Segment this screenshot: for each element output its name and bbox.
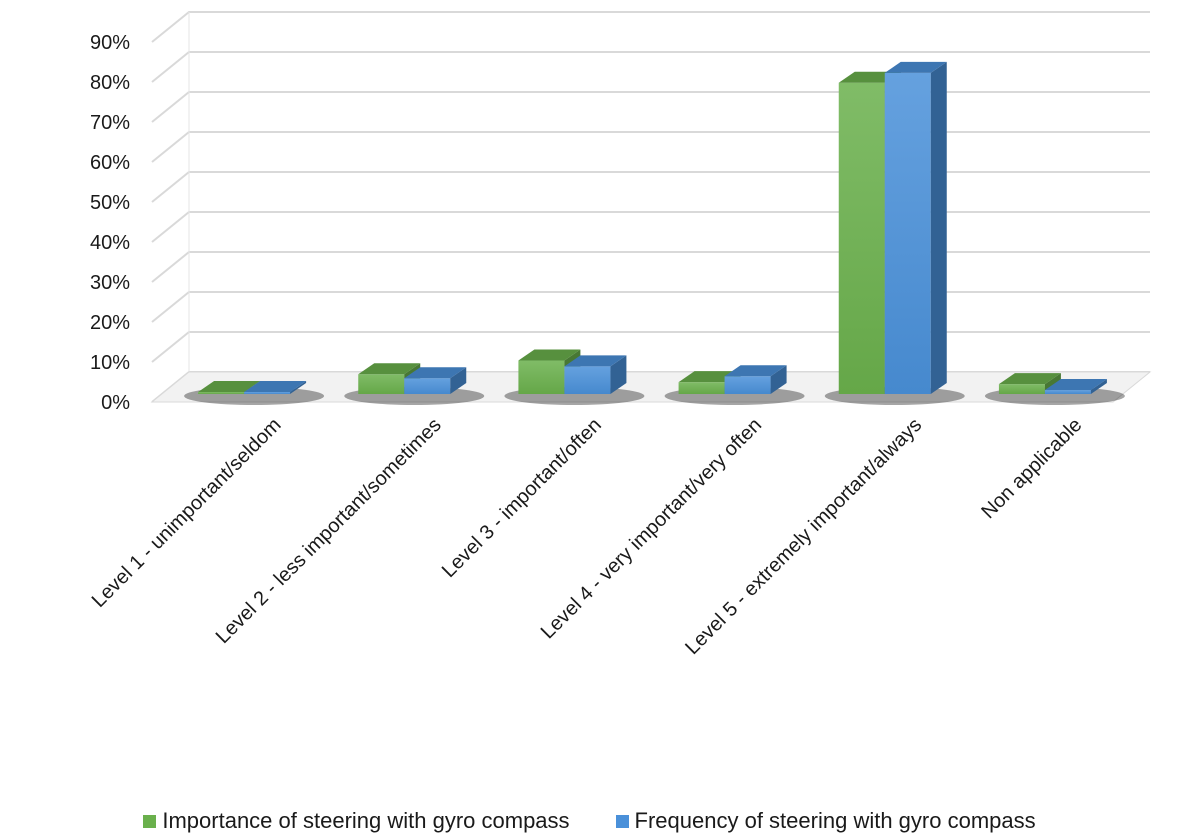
bar-front [838,82,885,395]
bar-frequency-3 [564,355,627,394]
y-tick-label: 20% [90,312,130,334]
bar-top [564,355,627,367]
bar-frequency-5 [884,61,947,394]
bar-frequency-4 [724,365,787,394]
bar-chart: 0% 10% 20% 30% 40% 50% 60% 70% 80% 90% Level 1 - … [88,11,1152,659]
bar-front [518,360,565,394]
bar-top [724,365,787,377]
bar-front [404,378,451,394]
legend: Importance of steering with gyro compass… [0,808,1179,834]
gridline [151,11,1150,43]
y-tick-label: 30% [90,272,130,294]
gridline [151,331,1150,363]
bar-side [770,365,787,394]
bar-front [358,374,405,394]
legend-item-importance: Importance of steering with gyro compass [143,808,570,834]
y-axis-ticks: 0% 10% 20% 30% 40% 50% 60% 70% 80% 90% [90,32,130,414]
y-tick-label: 50% [90,192,130,214]
x-tick-label: Level 3 - important/often [438,414,606,582]
bar-top [998,373,1061,385]
gridline [151,171,1150,203]
bar-side [290,381,307,394]
gridline [151,131,1150,163]
y-tick-label: 70% [90,112,130,134]
y-tick-label: 60% [90,152,130,174]
bar-front [678,382,725,394]
bar-front [1044,390,1091,394]
y-tick-label: 90% [90,32,130,54]
gridline [151,291,1150,323]
legend-item-frequency: Frequency of steering with gyro compass [615,808,1036,834]
bar-top [198,381,261,392]
y-tick-label: 40% [90,232,130,254]
bar-top [884,61,947,73]
bar-side [1090,379,1107,394]
legend-label-frequency: Frequency of steering with gyro compass [634,808,1036,833]
bar-side [930,61,947,394]
x-tick-label: Non applicable [977,414,1086,523]
y-tick-label: 0% [101,392,130,414]
gridline [151,91,1150,123]
bar-top [518,349,581,361]
bar-front [564,366,611,394]
bar-front [884,72,931,394]
bar-frequency-1 [244,381,307,394]
bar-frequency-6 [1044,379,1107,394]
bar-side [450,367,467,394]
bar-front [198,392,245,394]
legend-swatch-frequency [615,814,629,828]
gridline [151,211,1150,243]
bar-front [998,384,1045,394]
bar-top [358,363,421,375]
gridlines [151,11,1150,403]
bar-frequency-2 [404,367,467,394]
legend-swatch-importance [143,814,157,828]
bar-side [610,355,627,394]
bar-top [404,367,467,379]
bar-top [1044,379,1107,391]
x-tick-label: Level 1 - unimportant/seldom [88,414,286,612]
bars [184,61,1125,405]
y-tick-label: 10% [90,352,130,374]
bar-front [244,392,291,394]
legend-label-importance: Importance of steering with gyro compass [162,808,570,833]
bar-front [724,376,771,394]
bar-top [244,381,307,392]
y-tick-label: 80% [90,72,130,94]
gridline [151,251,1150,283]
gridline [151,51,1150,83]
